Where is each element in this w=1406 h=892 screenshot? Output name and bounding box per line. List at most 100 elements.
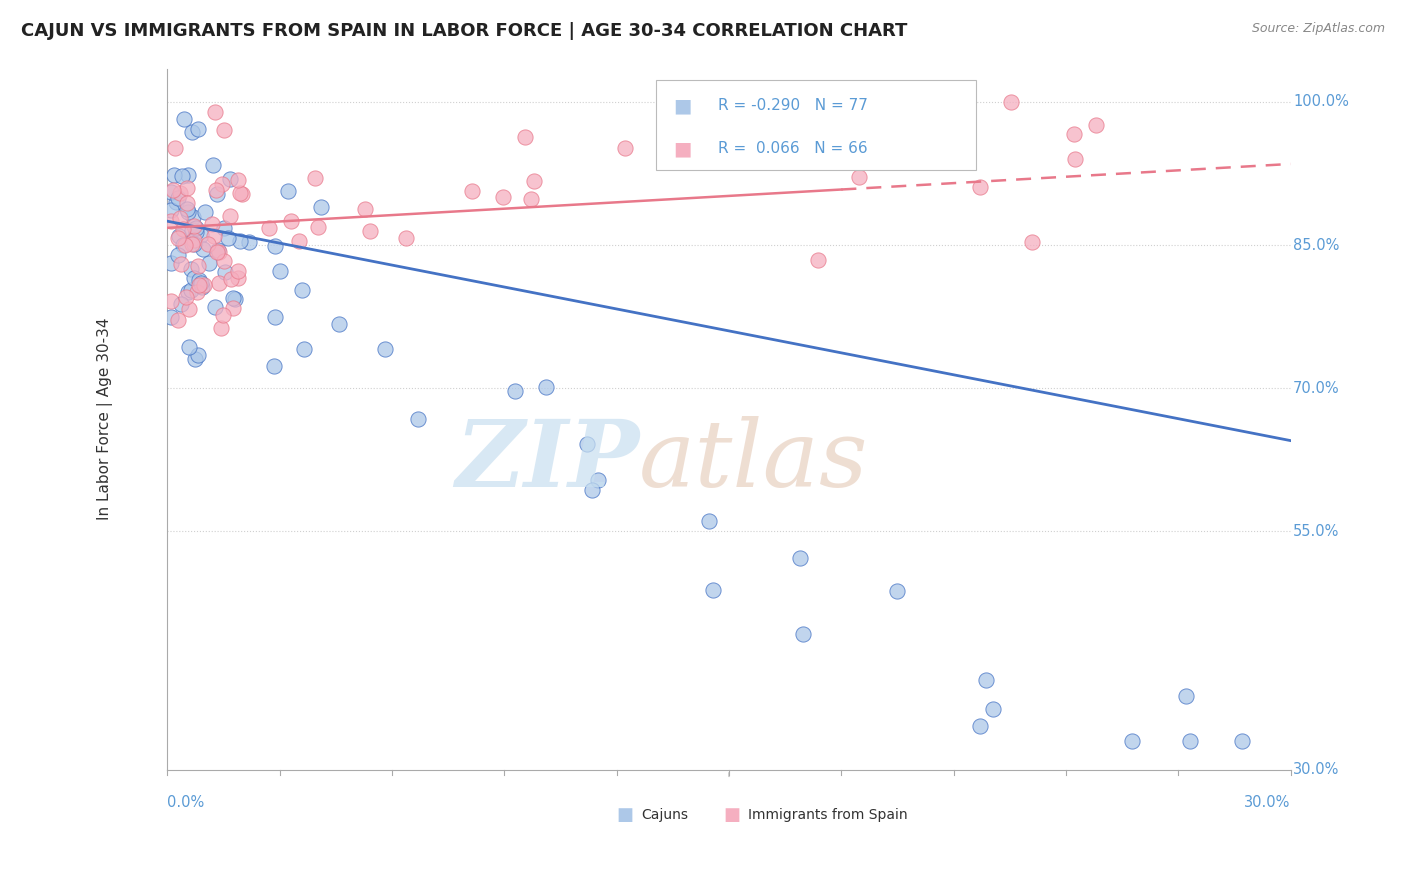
Point	[201, 158, 224, 172]
Point	[166, 230, 188, 244]
Text: ■: ■	[673, 139, 692, 158]
Text: 30.0%: 30.0%	[1244, 795, 1291, 810]
Point	[183, 271, 205, 285]
Point	[264, 239, 287, 253]
Point	[263, 359, 285, 373]
Point	[1085, 118, 1108, 132]
Point	[187, 259, 209, 273]
Point	[702, 583, 724, 598]
Point	[180, 283, 202, 297]
Point	[503, 384, 526, 399]
Point	[201, 217, 224, 231]
Point	[163, 140, 186, 154]
Point	[886, 584, 908, 599]
Point	[226, 263, 249, 277]
Point	[219, 209, 242, 223]
Point	[974, 673, 997, 688]
Point	[169, 211, 191, 226]
Point	[187, 348, 209, 362]
Point	[172, 238, 194, 252]
Point	[218, 172, 240, 186]
Point	[205, 187, 228, 202]
Point	[354, 202, 377, 216]
Point	[238, 235, 260, 250]
Point	[184, 352, 207, 367]
Point	[807, 253, 830, 268]
Text: Immigrants from Spain: Immigrants from Spain	[748, 808, 908, 822]
Point	[257, 221, 280, 235]
Point	[190, 228, 212, 243]
Text: Cajuns: Cajuns	[641, 808, 689, 822]
Point	[208, 245, 231, 260]
Point	[170, 169, 193, 183]
Text: ■: ■	[724, 806, 741, 824]
Point	[181, 210, 204, 224]
Point	[186, 285, 208, 299]
Point	[588, 474, 610, 488]
Point	[186, 225, 208, 239]
Point	[360, 224, 382, 238]
Point	[187, 273, 209, 287]
Point	[848, 169, 870, 184]
Point	[264, 310, 287, 324]
Point	[183, 236, 205, 251]
Point	[173, 112, 195, 127]
Point	[697, 514, 720, 528]
Point	[1000, 95, 1022, 109]
Point	[212, 253, 235, 268]
Point	[575, 437, 598, 451]
Point	[792, 627, 814, 641]
Point	[160, 214, 183, 228]
Point	[165, 195, 187, 210]
Point	[190, 277, 212, 291]
Point	[461, 184, 484, 198]
Point	[176, 195, 198, 210]
Point	[613, 140, 636, 154]
Point	[789, 551, 811, 566]
Point	[214, 220, 236, 235]
Point	[188, 278, 211, 293]
Point	[174, 238, 197, 252]
Point	[160, 186, 183, 200]
Point	[160, 203, 183, 218]
Text: Source: ZipAtlas.com: Source: ZipAtlas.com	[1251, 22, 1385, 36]
Point	[408, 412, 430, 426]
Point	[222, 291, 245, 305]
Point	[212, 122, 235, 136]
Text: atlas: atlas	[640, 417, 869, 507]
Point	[205, 244, 228, 259]
Text: 85.0%: 85.0%	[1294, 237, 1340, 252]
Point	[219, 272, 242, 286]
Point	[969, 719, 991, 733]
Point	[183, 219, 205, 234]
Point	[309, 200, 332, 214]
Point	[224, 293, 246, 307]
Point	[217, 231, 239, 245]
Point	[581, 483, 603, 498]
Point	[197, 237, 219, 252]
Point	[229, 234, 252, 248]
Point	[180, 236, 202, 251]
Point	[208, 277, 231, 291]
Point	[184, 220, 207, 235]
Point	[204, 105, 226, 120]
Point	[176, 181, 198, 195]
Point	[181, 125, 204, 139]
Point	[269, 264, 291, 278]
Point	[191, 242, 214, 256]
Point	[981, 702, 1004, 716]
Point	[170, 297, 193, 311]
Point	[197, 256, 219, 270]
Point	[291, 283, 314, 297]
Point	[304, 171, 326, 186]
Point	[207, 243, 229, 257]
Point	[174, 290, 197, 304]
Point	[166, 190, 188, 204]
Point	[280, 214, 302, 228]
Point	[167, 313, 190, 327]
Point	[181, 223, 204, 237]
Point	[523, 174, 546, 188]
Point	[177, 302, 200, 317]
Point	[1232, 734, 1254, 748]
Point	[1021, 235, 1043, 249]
